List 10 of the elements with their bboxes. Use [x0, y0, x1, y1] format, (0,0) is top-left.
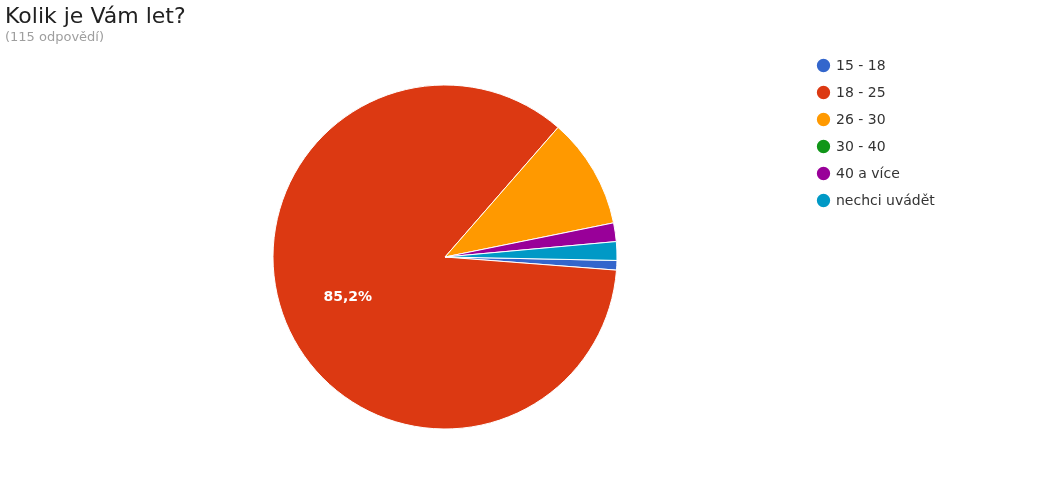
- text: (115 odpovědí): [5, 29, 105, 44]
- legend-label: 15 - 18: [836, 56, 886, 73]
- legend-label: 18 - 25: [836, 83, 886, 100]
- legend-label: 26 - 30: [836, 110, 886, 127]
- data-label: 85,2%: [323, 287, 373, 304]
- pie-slice: [272, 84, 617, 430]
- legend-label: 40 a více: [836, 164, 900, 181]
- legend-label: nechci uvádět: [836, 191, 936, 208]
- legend-label: 30 - 40: [836, 137, 886, 154]
- text: Kolik je Vám let?: [5, 3, 186, 28]
